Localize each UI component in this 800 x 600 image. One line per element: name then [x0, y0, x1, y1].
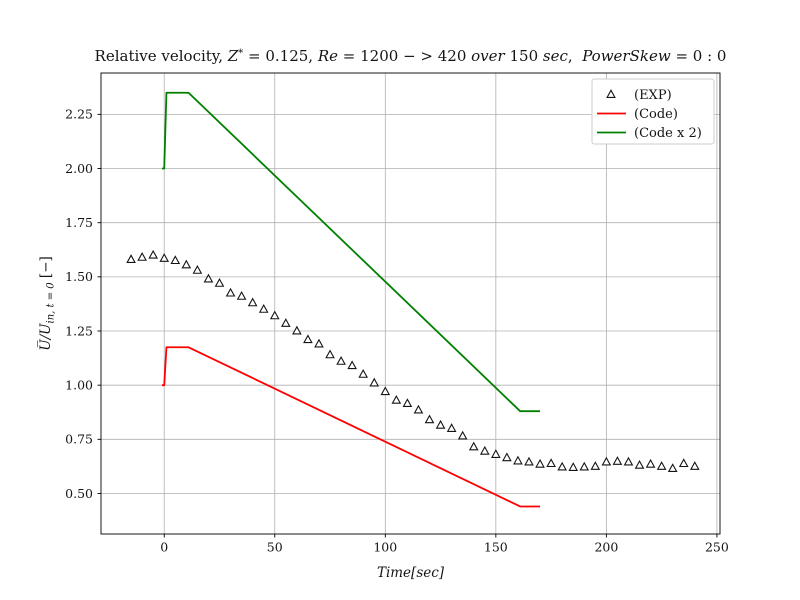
legend-label: (Code): [634, 107, 678, 122]
series-marker-exp: [225, 287, 236, 297]
legend-marker-triangle-icon: [606, 89, 616, 98]
series-marker-exp: [258, 304, 269, 313]
series-marker-exp: [667, 463, 678, 473]
series-marker-exp: [148, 249, 159, 259]
x-tick-label: 100: [373, 540, 397, 555]
series-marker-exp: [236, 291, 247, 300]
series-marker-exp: [402, 398, 413, 408]
series-marker-exp: [314, 338, 324, 348]
series-marker-exp: [192, 265, 203, 274]
series-marker-exp: [568, 462, 579, 471]
series-marker-exp: [369, 377, 380, 387]
series-marker-exp: [535, 458, 545, 468]
series-marker-exp: [424, 414, 435, 424]
series-marker-exp: [280, 318, 291, 327]
series-marker-exp: [479, 445, 490, 455]
x-tick-label: 200: [594, 540, 618, 555]
series-marker-exp: [457, 430, 468, 440]
y-tick-label: 1.75: [65, 215, 93, 230]
y-tick-label: 2.00: [65, 161, 93, 176]
series-marker-exp: [623, 456, 634, 466]
series-marker-exp: [590, 461, 601, 470]
legend-label: (Code x 2): [634, 126, 702, 141]
series-marker-exp: [601, 456, 612, 466]
legend: (EXP) (Code) (Code x 2): [591, 78, 715, 145]
series-marker-exp: [579, 461, 590, 471]
series-marker-exp: [491, 449, 501, 458]
y-tick-label: 1.50: [65, 269, 93, 284]
series-marker-exp: [612, 456, 623, 465]
series-marker-exp: [247, 297, 258, 307]
series-marker-exp: [435, 419, 446, 429]
series-marker-exp: [336, 355, 346, 365]
y-tick-label: 1.25: [65, 323, 93, 338]
y-tick-label: 1.00: [65, 377, 93, 392]
series-marker-exp: [325, 349, 335, 359]
series-marker-exp: [159, 253, 170, 262]
series-marker-exp: [391, 394, 402, 404]
series-line-code: [162, 346, 541, 508]
series-marker-exp: [689, 461, 700, 470]
plot-frame: [100, 72, 721, 535]
series-marker-exp: [181, 259, 192, 269]
y-tick-label: 2.25: [65, 107, 93, 122]
series-marker-exp: [513, 455, 523, 465]
x-tick-label: 250: [705, 540, 729, 555]
series-marker-exp: [292, 325, 302, 335]
y-tick-label: 0.50: [65, 486, 93, 501]
series-marker-exp: [358, 368, 369, 378]
series-marker-exp: [468, 441, 479, 451]
x-axis-label: Time[sec]: [377, 565, 445, 581]
x-tick-label: 0: [160, 540, 168, 555]
series-marker-exp: [126, 254, 136, 263]
series-marker-exp: [656, 461, 667, 470]
series-line-code-x2: [162, 91, 541, 413]
series-marker-exp: [678, 458, 689, 468]
series-marker-exp: [524, 456, 534, 466]
series-marker-exp: [269, 310, 280, 320]
y-axis-label: U̅/Uin, t = 0 [−]: [38, 256, 57, 351]
chart-title: Relative velocity, Z* = 0.125, Re = 1200…: [95, 47, 727, 65]
legend-box: [591, 78, 715, 145]
series-marker-exp: [347, 360, 357, 370]
x-tick-label: 150: [484, 540, 508, 555]
series-marker-exp: [170, 255, 181, 265]
series-marker-exp: [634, 459, 645, 469]
series-marker-exp: [380, 386, 391, 396]
series-marker-exp: [645, 458, 656, 468]
series-marker-exp: [203, 273, 214, 283]
series-marker-exp: [303, 334, 313, 344]
y-tick-label: 0.75: [65, 432, 93, 447]
series-marker-exp: [137, 252, 147, 261]
series-marker-exp: [413, 404, 424, 414]
x-tick-label: 50: [267, 540, 283, 555]
legend-label: (EXP): [634, 88, 672, 103]
series-marker-exp: [546, 458, 556, 468]
series-marker-exp: [214, 278, 225, 287]
series-marker-exp: [502, 452, 512, 462]
series-marker-exp: [446, 423, 457, 432]
series-marker-exp: [557, 461, 567, 471]
